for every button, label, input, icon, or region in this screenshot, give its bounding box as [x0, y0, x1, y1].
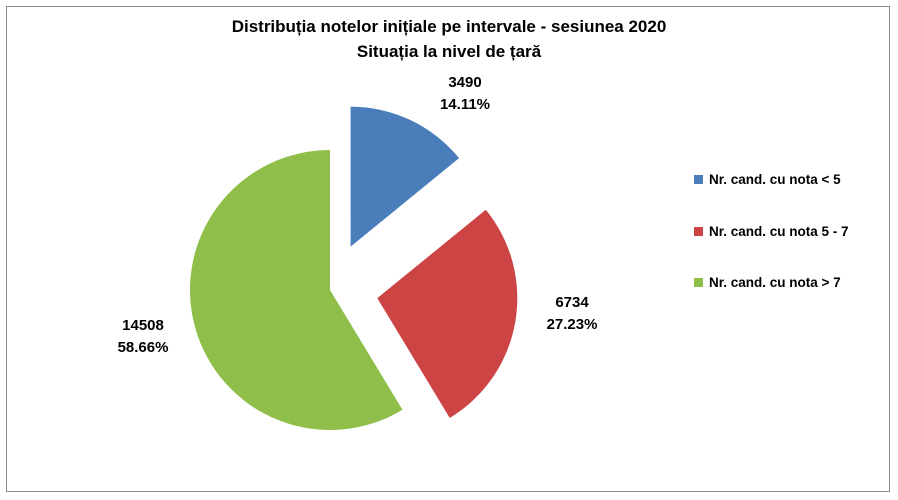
legend-item: Nr. cand. cu nota < 5 — [694, 172, 841, 187]
legend-swatch — [694, 227, 703, 236]
slice-percent-label: 14.11% — [440, 96, 490, 113]
legend-item: Nr. cand. cu nota 5 - 7 — [694, 224, 849, 239]
slice-percent-label: 58.66% — [118, 339, 169, 356]
chart-subtitle: Situația la nivel de țară — [356, 42, 542, 61]
pie-slice — [377, 209, 518, 418]
legend-label: Nr. cand. cu nota < 5 — [709, 172, 841, 187]
slice-percent-label: 27.23% — [547, 316, 598, 333]
legend-swatch — [694, 175, 703, 184]
legend-item: Nr. cand. cu nota > 7 — [694, 275, 841, 290]
legend-label: Nr. cand. cu nota > 7 — [709, 275, 841, 290]
legend-swatch — [694, 278, 703, 287]
legend-label: Nr. cand. cu nota 5 - 7 — [709, 224, 849, 239]
pie-slice — [190, 150, 403, 430]
chart-title: Distribuția notelor inițiale pe interval… — [231, 17, 667, 36]
slice-value-label: 14508 — [122, 317, 164, 334]
slice-value-label: 3490 — [448, 74, 481, 91]
slice-value-label: 6734 — [555, 294, 589, 311]
pie-slice — [350, 106, 460, 247]
